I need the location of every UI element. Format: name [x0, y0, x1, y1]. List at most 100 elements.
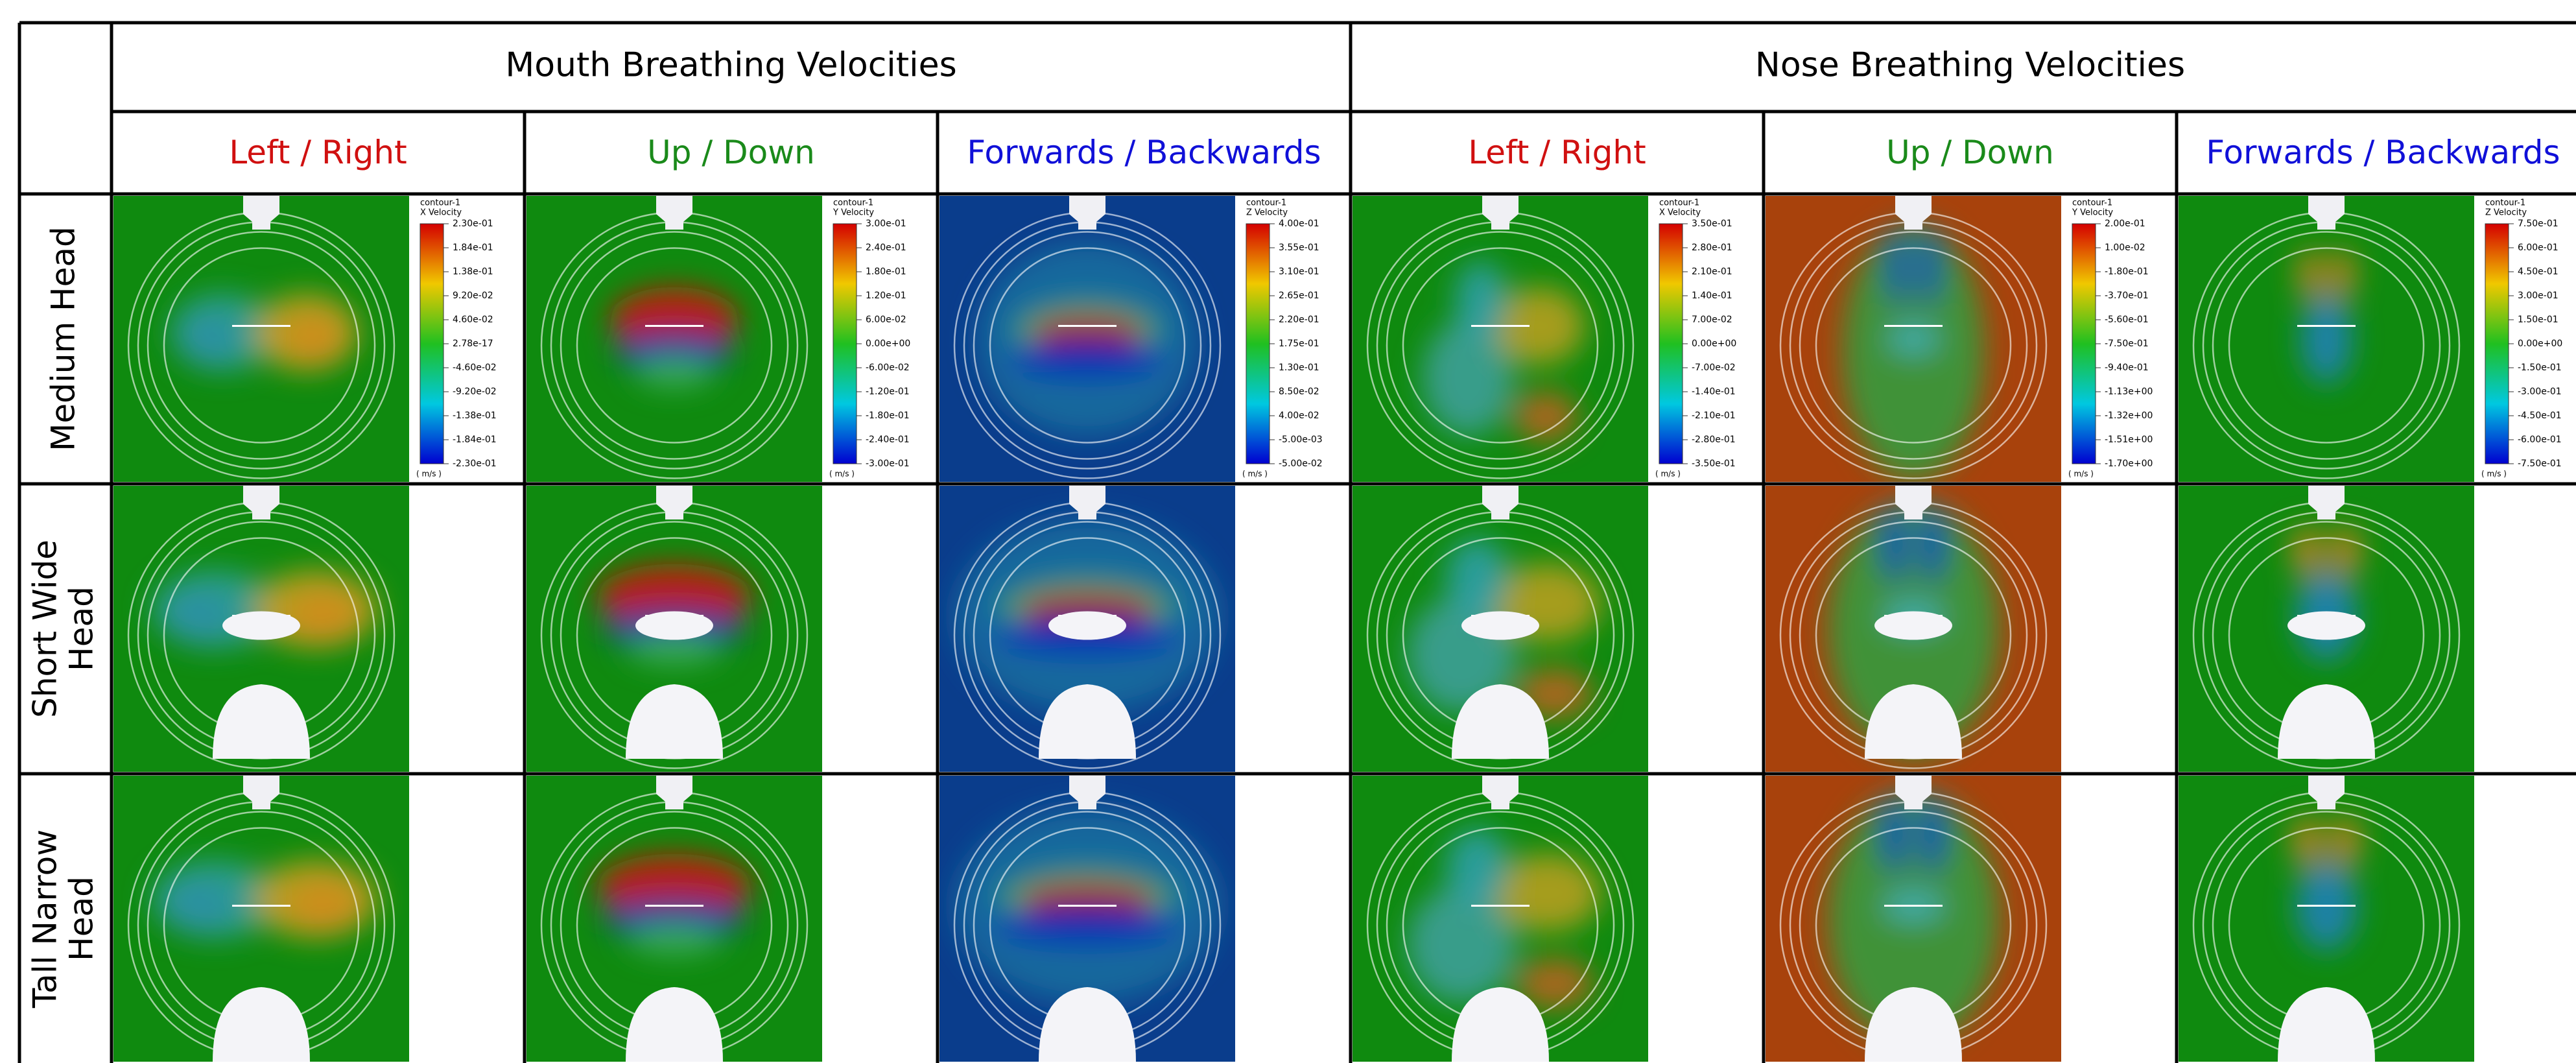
- colorbar-tick-label: 2.20e-01: [1279, 315, 1319, 325]
- colorbar-tick-label: 2.00e-01: [2105, 219, 2145, 229]
- contour-blob: [1882, 796, 1906, 874]
- colorbar-tick-label: -1.38e-01: [453, 411, 497, 421]
- legend-quantity: Z Velocity: [2485, 208, 2527, 218]
- colorbar-tick-label: -1.20e-01: [866, 387, 910, 397]
- contour-blobs: [977, 242, 1198, 436]
- legend-unit: ( m/s ): [2481, 470, 2507, 479]
- contour-blob: [994, 906, 1181, 945]
- legend-quantity: Z Velocity: [1246, 208, 1288, 218]
- contour-image: [113, 196, 409, 482]
- colorbar-legend: contour-1Z Velocity4.00e-013.55e-013.10e…: [1237, 197, 1341, 481]
- colorbar-tick-label: -1.84e-01: [453, 435, 497, 445]
- contour-blob: [1493, 854, 1601, 932]
- jaw: [1048, 612, 1126, 640]
- contour-blob: [1921, 796, 1944, 874]
- colorbar-tick-label: 3.55e-01: [1279, 243, 1319, 253]
- colorbar-tick-label: -1.32e+00: [2105, 411, 2153, 421]
- colorbar-tick-label: -1.70e+00: [2105, 459, 2153, 469]
- colorbar-tick-label: 6.00e-02: [866, 315, 906, 325]
- colorbar-tick-label: -2.30e-01: [453, 459, 497, 469]
- column-title: Up / Down: [647, 134, 815, 171]
- colorbar-tick-label: 1.75e-01: [1279, 339, 1319, 349]
- row-label-line: Head: [63, 876, 100, 961]
- contour-blob: [2291, 525, 2322, 577]
- contour-image: [1766, 486, 2061, 772]
- jaw: [1874, 612, 1952, 640]
- contour-image: [2179, 776, 2474, 1062]
- contour-image: [1766, 776, 2061, 1062]
- colorbar: [2072, 224, 2096, 464]
- colorbar-tick-label: 2.80e-01: [1692, 243, 1732, 253]
- page: {"header": {"groups": [ {"title": "Mouth…: [0, 0, 2576, 1063]
- colorbar-tick-label: 9.20e-02: [453, 291, 493, 301]
- colorbar-tick-label: -1.40e-01: [1692, 387, 1736, 397]
- colorbar-tick-label: -5.60e-01: [2105, 315, 2149, 325]
- colorbar-tick-label: 1.80e-01: [866, 267, 906, 277]
- colorbar-tick-label: 1.00e-02: [2105, 243, 2145, 253]
- contour-blob: [2297, 248, 2323, 300]
- colorbar-tick-label: 2.78e-17: [453, 339, 493, 349]
- contour-image: [939, 196, 1235, 482]
- row-label: Tall NarrowHead: [27, 830, 100, 1009]
- contour-blob: [2300, 294, 2352, 385]
- column-title: Forwards / Backwards: [967, 134, 1321, 171]
- colorbar-tick-label: 3.00e-01: [2518, 291, 2558, 301]
- colorbar-tick-label: 6.00e-01: [2518, 243, 2558, 253]
- contour-image: [1766, 196, 2061, 482]
- contour-blob: [1010, 339, 1165, 378]
- figure: contour-1X Velocity2.30e-011.84e-011.38e…: [0, 0, 2576, 1063]
- colorbar-tick-label: 1.40e-01: [1692, 291, 1732, 301]
- colorbar-tick-label: 0.00e+00: [1692, 339, 1736, 349]
- contour-image: [2179, 196, 2474, 482]
- jaw: [1461, 612, 1539, 640]
- colorbar-tick-label: 1.84e-01: [453, 243, 493, 253]
- colorbar-tick-label: -9.40e-01: [2105, 363, 2149, 373]
- colorbar-tick-label: -6.00e-01: [2518, 435, 2562, 445]
- legend-title: contour-1: [2072, 198, 2112, 208]
- colorbar-tick-label: -1.51e+00: [2105, 435, 2153, 445]
- colorbar-tick-label: 1.20e-01: [866, 291, 906, 301]
- contour-blob: [255, 294, 359, 372]
- contour-image: [113, 486, 409, 772]
- colorbar-tick-label: 2.40e-01: [866, 243, 906, 253]
- contour-blob: [2330, 248, 2356, 300]
- colorbar-tick-label: 2.30e-01: [453, 219, 493, 229]
- contour-blob: [1882, 506, 1906, 584]
- contour-image: [113, 776, 409, 1062]
- row-label: Medium Head: [45, 226, 82, 451]
- colorbar-tick-label: 1.38e-01: [453, 267, 493, 277]
- colorbar-tick-label: 4.60e-02: [453, 315, 493, 325]
- contour-blob: [628, 922, 721, 955]
- contour-blob: [2330, 525, 2361, 577]
- colorbar-tick-label: -7.00e-02: [1692, 363, 1736, 373]
- contour-blob: [1455, 261, 1507, 339]
- colorbar-tick-label: 8.50e-02: [1279, 387, 1319, 397]
- colorbar: [2485, 224, 2509, 464]
- colorbar-legend: contour-1X Velocity2.30e-011.84e-011.38e…: [411, 197, 515, 481]
- colorbar-tick-label: 2.65e-01: [1279, 291, 1319, 301]
- colorbar-tick-label: 1.30e-01: [1279, 363, 1319, 373]
- contour-image: [1353, 776, 1648, 1062]
- contour-image: [526, 776, 822, 1062]
- colorbar-tick-label: -7.50e-01: [2105, 339, 2149, 349]
- colorbar-legend: contour-1Y Velocity3.00e-012.40e-011.80e…: [824, 197, 928, 481]
- column-title: Left / Right: [229, 134, 407, 171]
- colorbar-tick-label: -3.00e-01: [2518, 387, 2562, 397]
- jaw: [635, 612, 713, 640]
- colorbar-legend: contour-1X Velocity3.50e-012.80e-012.10e…: [1650, 197, 1754, 481]
- colorbar-tick-label: 1.50e-01: [2518, 315, 2558, 325]
- row-label: Short WideHead: [27, 540, 100, 718]
- legend-unit: ( m/s ): [1242, 470, 1268, 479]
- contour-image: [1353, 196, 1648, 482]
- legend-unit: ( m/s ): [2068, 470, 2094, 479]
- colorbar-tick-label: 0.00e+00: [866, 339, 910, 349]
- contour-blob: [2291, 815, 2322, 867]
- contour-blob: [1920, 229, 1939, 307]
- colorbar-tick-label: 3.50e-01: [1692, 219, 1732, 229]
- legend-quantity: Y Velocity: [2072, 208, 2113, 218]
- colorbar-tick-label: -3.50e-01: [1692, 459, 1736, 469]
- contour-image: [2179, 486, 2474, 772]
- contour-blob: [1887, 323, 1939, 355]
- contour-image: [526, 486, 822, 772]
- colorbar-tick-label: -3.00e-01: [866, 459, 910, 469]
